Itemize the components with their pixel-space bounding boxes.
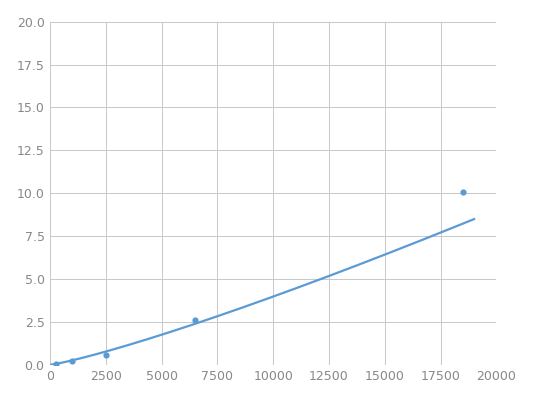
Point	[102, 352, 110, 358]
Point	[191, 317, 199, 323]
Point	[68, 358, 77, 364]
Point	[51, 360, 60, 367]
Point	[459, 188, 467, 195]
